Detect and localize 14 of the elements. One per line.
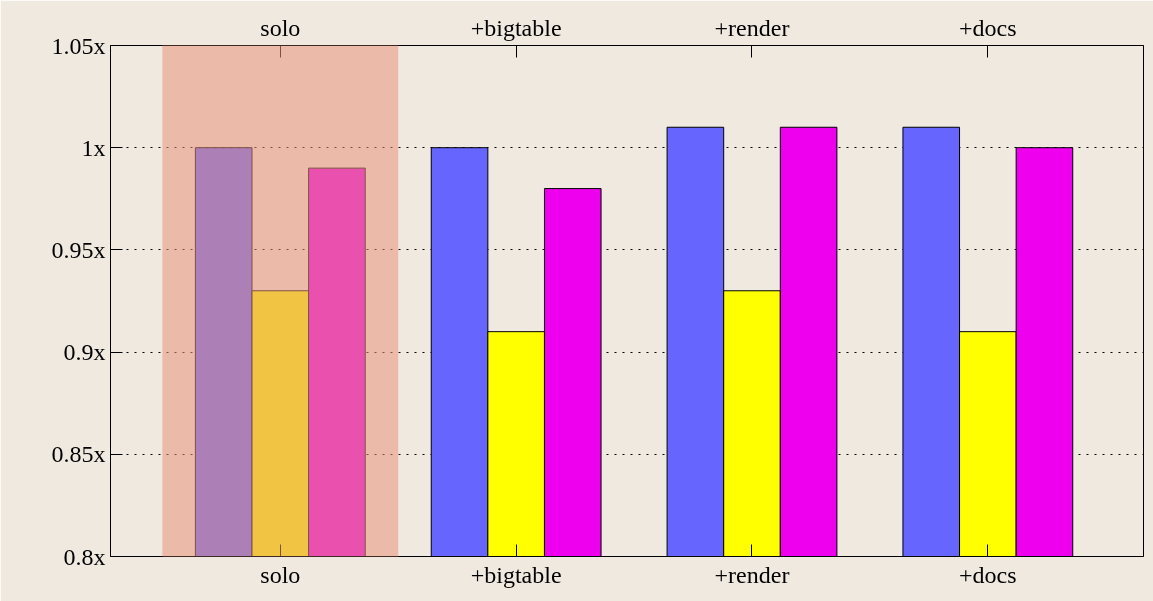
y-tick-label: 0.95x [51, 236, 106, 263]
y-tick-label: 0.9x [63, 339, 106, 366]
x-tick-label: solo [260, 14, 301, 41]
category-label: +bigtable [470, 561, 562, 588]
x-tick-label: +bigtable [470, 14, 562, 41]
x-tick-label: +render [714, 14, 790, 41]
y-tick-label: 0.8x [63, 543, 106, 570]
y-tick-label: 1x [81, 134, 106, 161]
x-tick-label: +docs [959, 14, 1017, 41]
y-tick-label: 0.85x [51, 441, 106, 468]
y-tick-label: 1.05x [51, 32, 106, 59]
category-label: +render [714, 561, 790, 588]
text: solo [260, 561, 301, 588]
category-label: +docs [959, 561, 1017, 588]
